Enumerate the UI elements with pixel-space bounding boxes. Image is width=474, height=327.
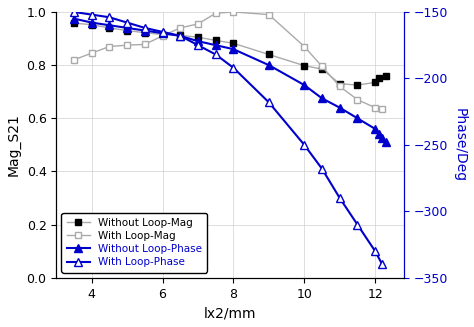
Y-axis label: Phase/Deg: Phase/Deg	[453, 108, 467, 182]
Legend: Without Loop-Mag, With Loop-Mag, Without Loop-Phase, With Loop-Phase: Without Loop-Mag, With Loop-Mag, Without…	[62, 213, 207, 273]
X-axis label: lx2/mm: lx2/mm	[204, 306, 256, 320]
Y-axis label: Mag_S21: Mag_S21	[7, 113, 21, 176]
